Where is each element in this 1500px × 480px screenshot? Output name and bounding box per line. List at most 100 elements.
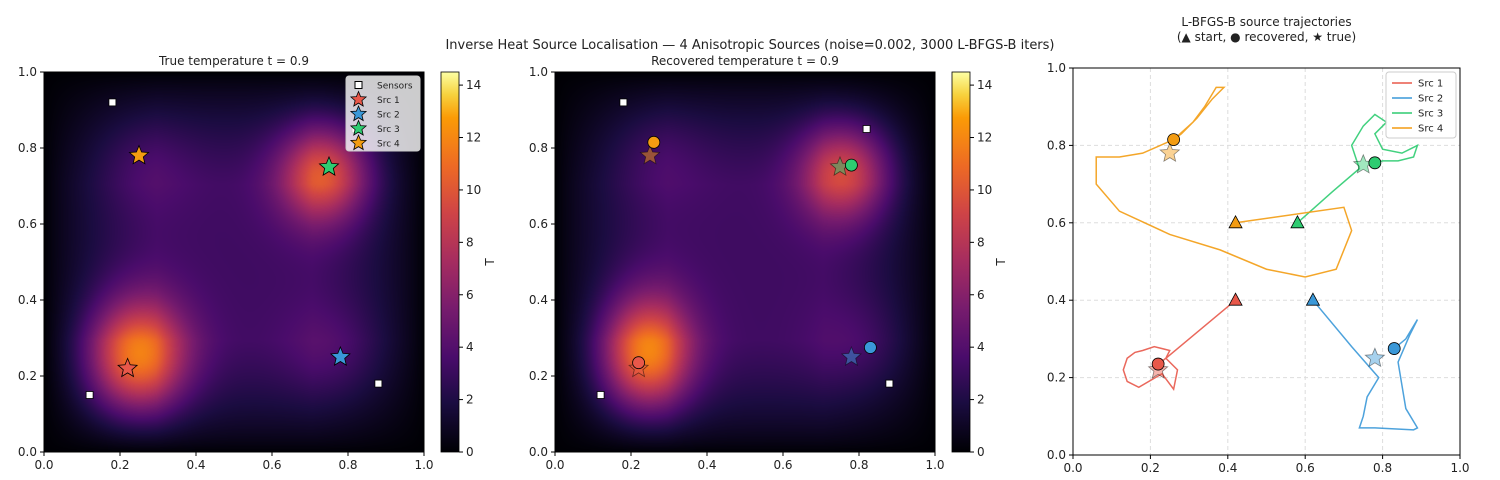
p2-cbar-tick-label: 14 bbox=[977, 78, 992, 92]
p1-cbar-tick-label: 12 bbox=[466, 131, 481, 145]
p3-xtick-label: 0.0 bbox=[1063, 461, 1082, 475]
p3-trajectory-src4 bbox=[1095, 86, 1353, 278]
p1-legend-label: Src 3 bbox=[377, 125, 400, 135]
p3-true-star bbox=[1159, 142, 1181, 163]
p1-ytick-label: 0.2 bbox=[18, 369, 37, 383]
p2-ytick-label: 0.4 bbox=[529, 293, 548, 307]
legend-star-2 bbox=[349, 104, 368, 122]
p3-trajectory-src1 bbox=[1122, 299, 1237, 392]
p1-true-source-star bbox=[318, 155, 340, 176]
p3-subtitle: (▲ start, ● recovered, ★ true) bbox=[1177, 30, 1356, 44]
p3-recovered-circle bbox=[1167, 133, 1181, 146]
p3-ytick-label: 0.4 bbox=[1047, 293, 1066, 307]
p2-xtick-label: 0.2 bbox=[621, 458, 640, 472]
p1-frame bbox=[43, 71, 425, 453]
p3-title: L-BFGS-B source trajectories bbox=[1181, 15, 1351, 29]
legend-star-4 bbox=[349, 133, 368, 151]
p2-ytick-label: 1.0 bbox=[529, 65, 548, 79]
p2-cbar-tick-label: 6 bbox=[977, 288, 985, 302]
p3-recovered-circle bbox=[1368, 156, 1382, 170]
p1-cbar-tick-label: 8 bbox=[466, 235, 474, 249]
p3-xtick-label: 0.6 bbox=[1296, 461, 1315, 475]
p1-xtick-label: 0.4 bbox=[186, 458, 205, 472]
p1-xtick-label: 0.0 bbox=[34, 458, 53, 472]
legend-sensor-marker bbox=[354, 81, 363, 89]
p3-recovered-circle bbox=[1151, 357, 1165, 371]
p2-cbar-tick-label: 12 bbox=[977, 131, 992, 145]
p2-cbar-tick-label: 2 bbox=[977, 393, 985, 407]
p3-true-star bbox=[1364, 347, 1386, 368]
p1-title: True temperature t = 0.9 bbox=[158, 54, 309, 68]
p3-ytick-label: 0.8 bbox=[1047, 138, 1066, 152]
p1-cbar-tick-label: 6 bbox=[466, 288, 474, 302]
p1-sensor-marker bbox=[108, 98, 117, 107]
p1-ytick-label: 0.4 bbox=[18, 293, 37, 307]
p2-xtick-label: 0.6 bbox=[773, 458, 792, 472]
p3-start-triangle bbox=[1228, 214, 1243, 229]
p2-true-source-star bbox=[639, 144, 661, 165]
p3-legend bbox=[1385, 71, 1457, 139]
p2-colorbar bbox=[951, 71, 971, 453]
p3-legend-label: Src 2 bbox=[1418, 94, 1443, 105]
figure-title: Inverse Heat Source Localisation — 4 Ani… bbox=[445, 38, 1054, 53]
p1-legend-label: Src 4 bbox=[377, 140, 400, 150]
p1-legend-label: Sensors bbox=[377, 82, 413, 92]
p2-xtick-label: 0.0 bbox=[545, 458, 564, 472]
legend-star-1 bbox=[349, 90, 368, 107]
p2-sensor-marker bbox=[596, 391, 605, 399]
p3-start-triangle bbox=[1305, 292, 1321, 306]
p2-cbar-tick-label: 10 bbox=[977, 183, 992, 197]
p1-sensor-marker bbox=[374, 379, 383, 388]
p3-frame bbox=[1072, 67, 1461, 456]
p1-colorbar bbox=[440, 71, 460, 453]
p3-xtick-label: 0.2 bbox=[1141, 461, 1160, 475]
p2-frame bbox=[554, 71, 936, 453]
p3-recovered-circle bbox=[1387, 342, 1401, 355]
p1-xtick-label: 0.6 bbox=[262, 458, 281, 472]
p1-legend bbox=[345, 75, 421, 152]
p1-legend-label: Src 1 bbox=[377, 96, 400, 106]
p2-xtick-label: 0.4 bbox=[697, 458, 716, 472]
p2-cbar-label: T bbox=[994, 258, 1008, 267]
p3-ytick-label: 0.0 bbox=[1047, 448, 1066, 462]
p2-cbar-tick-label: 8 bbox=[977, 235, 985, 249]
p3-start-triangle bbox=[1228, 292, 1243, 306]
p2-sensor-marker bbox=[619, 98, 628, 107]
p2-sensor-marker bbox=[862, 125, 871, 133]
p2-ytick-label: 0.0 bbox=[529, 445, 548, 459]
p2-cbar-tick-label: 4 bbox=[977, 340, 985, 354]
p1-sensor-marker bbox=[85, 391, 94, 399]
p1-cbar-tick-label: 4 bbox=[466, 340, 474, 354]
p3-legend-label: Src 4 bbox=[1418, 124, 1443, 135]
p1-ytick-label: 1.0 bbox=[18, 65, 37, 79]
p2-ytick-label: 0.2 bbox=[529, 369, 548, 383]
p1-cbar-tick-label: 0 bbox=[466, 445, 474, 459]
p2-recovered-source-marker bbox=[845, 158, 858, 172]
p1-true-source-star bbox=[128, 144, 150, 165]
p2-recovered-source-marker bbox=[864, 341, 877, 354]
p2-true-source-star bbox=[840, 345, 862, 366]
p2-cbar-tick-label: 0 bbox=[977, 445, 985, 459]
p2-xtick-label: 0.8 bbox=[849, 458, 868, 472]
p1-cbar-label: T bbox=[483, 258, 497, 267]
p3-xtick-label: 1.0 bbox=[1450, 461, 1469, 475]
p1-ytick-label: 0.8 bbox=[18, 141, 37, 155]
p2-ytick-label: 0.8 bbox=[529, 141, 548, 155]
legend-star-3 bbox=[349, 119, 368, 136]
p1-cbar-tick-label: 10 bbox=[466, 183, 481, 197]
p1-true-source-star bbox=[329, 345, 351, 366]
p1-xtick-label: 0.2 bbox=[110, 458, 129, 472]
p1-xtick-label: 1.0 bbox=[414, 458, 433, 472]
p3-xtick-label: 0.4 bbox=[1218, 461, 1237, 475]
p2-xtick-label: 1.0 bbox=[925, 458, 944, 472]
p1-ytick-label: 0.6 bbox=[18, 217, 37, 231]
p1-cbar-tick-label: 14 bbox=[466, 78, 481, 92]
p3-trajectory-src2 bbox=[1312, 299, 1419, 431]
p3-start-triangle bbox=[1290, 214, 1305, 229]
p1-xtick-label: 0.8 bbox=[338, 458, 357, 472]
p1-cbar-tick-label: 2 bbox=[466, 393, 474, 407]
p2-sensor-marker bbox=[885, 379, 894, 388]
p2-recovered-source-marker bbox=[647, 135, 661, 149]
